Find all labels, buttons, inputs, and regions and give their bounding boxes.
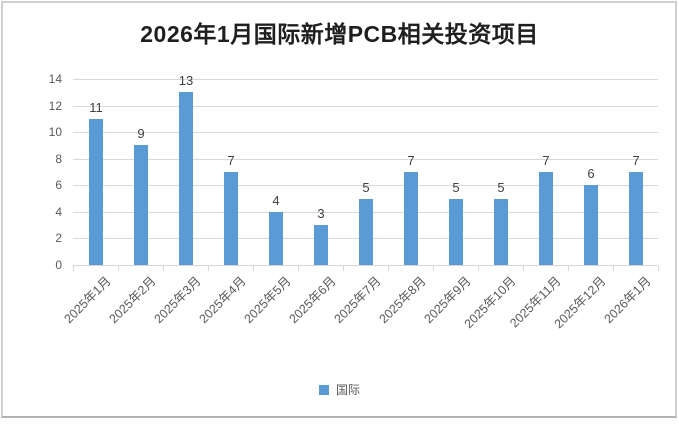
gridline-y-8	[73, 159, 658, 160]
x-axis-tick-mark	[613, 266, 614, 271]
x-axis-tick-mark	[298, 266, 299, 271]
bar-value-label: 5	[362, 180, 370, 195]
bar-2025年10月	[494, 199, 508, 265]
x-axis-tick-mark	[658, 266, 659, 271]
bar-value-label: 13	[178, 73, 194, 88]
y-axis-tick-label: 6	[55, 178, 62, 192]
x-axis-category-label: 2025年8月	[376, 274, 429, 327]
bar-value-label: 11	[89, 100, 103, 115]
y-axis-tick-label: 8	[55, 152, 62, 166]
bar-value-label: 5	[452, 180, 460, 195]
x-axis-tick-mark	[568, 266, 569, 271]
x-axis-category-label: 2025年4月	[196, 274, 249, 327]
legend: 国际	[0, 381, 679, 398]
x-axis-tick-mark	[118, 266, 119, 271]
bar-2025年1月	[89, 119, 103, 265]
x-axis-tick-mark	[208, 266, 209, 271]
bar-value-label: 6	[587, 166, 595, 181]
x-axis-tick-mark	[163, 266, 164, 271]
bar-2025年8月	[404, 172, 418, 265]
x-axis-category-label: 2025年6月	[286, 274, 339, 327]
x-axis-category-label: 2025年1月	[61, 274, 114, 327]
bar-value-label: 5	[497, 180, 505, 195]
bar-value-label: 9	[137, 126, 145, 141]
gridline-y-14	[73, 79, 658, 80]
chart-frame-border	[1, 1, 677, 418]
x-axis-category-label: 2025年5月	[241, 274, 294, 327]
gridline-y-12	[73, 106, 658, 107]
x-axis-category-label: 2025年3月	[151, 274, 204, 327]
x-axis-tick-mark	[73, 266, 74, 271]
x-axis-line	[73, 265, 658, 266]
bar-2025年9月	[449, 199, 463, 265]
bar-value-label: 7	[542, 153, 550, 168]
y-axis-tick-label: 14	[48, 72, 62, 86]
x-axis-tick-mark	[523, 266, 524, 271]
bar-2025年12月	[584, 185, 598, 265]
bar-2026年1月	[629, 172, 643, 265]
bar-value-label: 7	[407, 153, 415, 168]
bar-2025年11月	[539, 172, 553, 265]
x-axis-category-label: 2025年7月	[331, 274, 384, 327]
bar-value-label: 3	[317, 206, 325, 221]
bar-2025年4月	[224, 172, 238, 265]
x-axis-tick-mark	[478, 266, 479, 271]
bar-2025年5月	[269, 212, 283, 265]
bar-2025年6月	[314, 225, 328, 265]
bar-value-label: 7	[227, 153, 235, 168]
y-axis-tick-label: 10	[48, 125, 62, 139]
gridline-y-10	[73, 132, 658, 133]
chart-title: 2026年1月国际新增PCB相关投资项目	[140, 21, 539, 47]
bar-2025年3月	[179, 92, 193, 265]
gridline-y-6	[73, 185, 658, 186]
x-axis-tick-mark	[253, 266, 254, 271]
x-axis-category-label: 2025年2月	[106, 274, 159, 327]
bar-2025年2月	[134, 145, 148, 265]
legend-series-label: 国际	[335, 383, 360, 397]
y-axis-tick-label: 12	[48, 99, 62, 113]
x-axis-tick-mark	[343, 266, 344, 271]
bar-value-label: 4	[272, 193, 280, 208]
x-axis-tick-mark	[388, 266, 389, 271]
y-axis-tick-label: 0	[55, 258, 62, 272]
y-axis-tick-label: 2	[55, 231, 62, 245]
x-axis-category-label: 2026年1月	[601, 274, 654, 327]
y-axis-tick-label: 4	[55, 205, 62, 219]
legend-color-swatch	[318, 384, 329, 395]
bar-2025年7月	[359, 199, 373, 265]
x-axis-tick-mark	[433, 266, 434, 271]
bar-value-label: 7	[632, 153, 640, 168]
